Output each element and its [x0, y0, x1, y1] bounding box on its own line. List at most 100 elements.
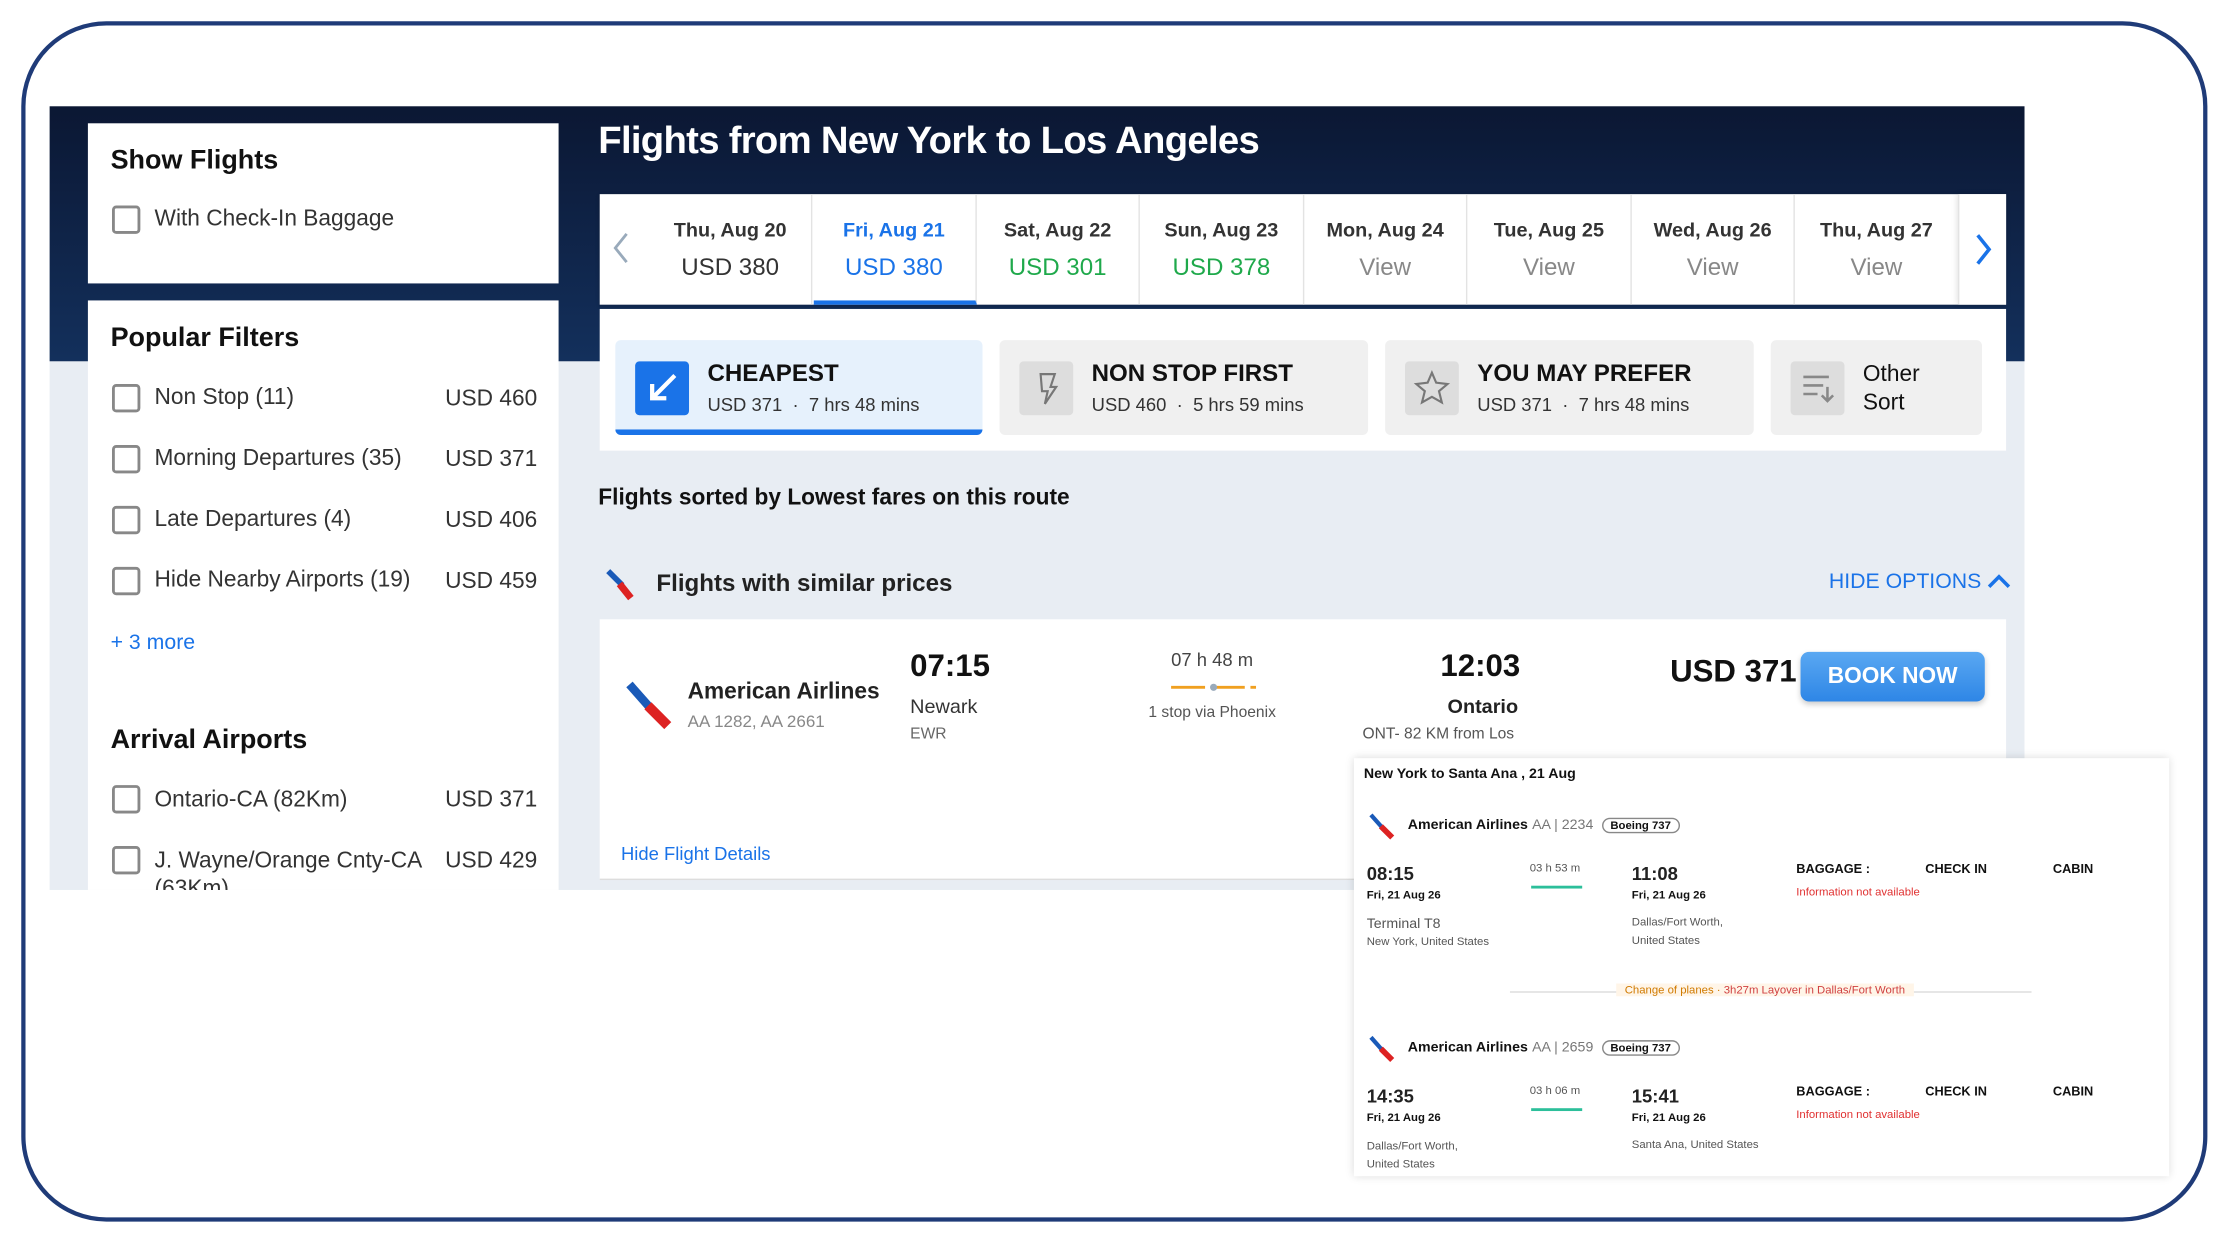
checkbox[interactable] [112, 566, 141, 596]
depart-city: Newark [910, 694, 978, 718]
sort-summary: USD 371 · 7 hrs 48 mins [707, 394, 919, 415]
sort-price: USD 460 [1091, 393, 1167, 416]
date-price: USD 380 [681, 253, 780, 281]
segment-duration: 03 h 06 m [1529, 1084, 1581, 1097]
arrive-date: Fri, 21 Aug 26 [1631, 888, 1706, 902]
baggage-note: Information not available [1796, 1108, 1920, 1121]
date-cell[interactable]: Thu, Aug 27 View [1796, 194, 1959, 305]
show-flights-card [87, 123, 559, 284]
column-header: CHECK IN [1925, 861, 1987, 876]
filter-label[interactable]: Non Stop (11) [154, 385, 295, 410]
date-day: Fri, Aug 21 [842, 218, 945, 241]
filter-label[interactable]: Morning Departures (35) [154, 446, 402, 471]
airport-label[interactable]: Ontario-CA (82Km) [154, 787, 348, 813]
date-day: Sat, Aug 22 [1003, 218, 1112, 241]
section-title: Popular Filters [110, 323, 300, 353]
date-price: USD 378 [1172, 253, 1271, 281]
arrive-note: ONT- 82 KM from Los [1362, 725, 1515, 743]
date-price: USD 301 [1008, 253, 1107, 281]
date-cell[interactable]: Mon, Aug 24 View [1304, 194, 1468, 305]
sort-tab[interactable]: CHEAPEST USD 371 · 7 hrs 48 mins [615, 340, 983, 436]
prev-arrow[interactable] [607, 227, 635, 270]
sort-duration: 7 hrs 48 mins [1578, 393, 1690, 416]
segment-airline: American Airlines [1407, 817, 1528, 834]
separator: · [1166, 393, 1194, 416]
arrive-time: 15:41 [1631, 1085, 1679, 1107]
sort-duration: 7 hrs 48 mins [808, 393, 920, 416]
filter-label[interactable]: Hide Nearby Airports (19) [154, 568, 411, 593]
date-cell[interactable]: Tue, Aug 25 View [1468, 194, 1632, 305]
baggage-note: Information not available [1796, 885, 1920, 899]
logo-glyph [1369, 1035, 1395, 1063]
filter-label[interactable]: Late Departures (4) [154, 507, 352, 532]
more-link[interactable]: + 3 more [110, 630, 196, 655]
sort-note: Flights sorted by Lowest fares on this r… [598, 486, 1070, 511]
sort-icon [1019, 361, 1074, 416]
date-day: Mon, Aug 24 [1326, 218, 1444, 241]
next-button[interactable] [1959, 194, 2007, 305]
segment-airline: American Airlines [1407, 1040, 1528, 1056]
airport-label[interactable]: J. Wayne/Orange Cnty-CA (63Km) [154, 848, 421, 890]
column-header: CHECK IN [1925, 1084, 1987, 1099]
date-day: Tue, Aug 25 [1493, 218, 1605, 241]
date-day: Wed, Aug 26 [1653, 218, 1772, 241]
flight-codes: AA 1282, AA 2661 [687, 711, 825, 732]
hide-details[interactable]: Hide Flight Details [620, 843, 771, 865]
details-popup: New York to Santa Ana , 21 Aug Change of… [1353, 758, 2170, 1177]
sort-glyph [1413, 370, 1451, 405]
layover: Change of planes · 3h27m Layover in Dall… [1616, 983, 1914, 997]
checkbox[interactable] [112, 505, 141, 535]
filter-price: USD 460 [445, 386, 538, 411]
depart-place: Terminal T8 [1366, 916, 1441, 933]
segment-duration: 03 h 53 m [1529, 861, 1581, 875]
date-cell[interactable]: Wed, Aug 26 View [1632, 194, 1795, 305]
sort-glyph [1803, 375, 1835, 403]
airline-name: American Airlines [687, 680, 880, 705]
column-header: BAGGAGE : [1796, 861, 1871, 876]
arrive-city: Ontario [1447, 694, 1519, 718]
sort-summary: USD 371 · 7 hrs 48 mins [1477, 394, 1689, 415]
depart-place: New York, United States [1366, 935, 1490, 949]
checkbox[interactable] [112, 384, 141, 413]
layover-label: Change of planes [1624, 983, 1714, 997]
frame [21, 21, 2208, 1222]
section-title: Show Flights [110, 145, 279, 176]
checkbox[interactable] [112, 785, 141, 814]
hide-options[interactable]: HIDE OPTIONS [1828, 569, 1982, 594]
sort-tab[interactable]: NON STOP FIRST USD 460 · 5 hrs 59 mins [999, 340, 1369, 436]
sort-title: Other Sort [1862, 362, 1920, 416]
date-cell[interactable]: Sat, Aug 22 USD 301 [977, 194, 1140, 305]
airline-logo [606, 569, 634, 601]
checkbox[interactable] [112, 444, 141, 474]
route-title: New York to Santa Ana , 21 Aug [1363, 766, 1576, 783]
airline-logo [626, 681, 672, 730]
checkbox[interactable] [112, 846, 141, 875]
sort-icon [1790, 361, 1845, 416]
filters-card: Popular Filters Non Stop (11) USD 460 Morni… [87, 300, 559, 890]
airline-logo [1368, 812, 1396, 847]
checkbox[interactable] [112, 205, 141, 234]
depart-place: Dallas/Fort Worth, [1366, 1139, 1458, 1153]
price: USD 371 [1670, 653, 1797, 689]
segment-header: American Airlines AA | 2659 Boeing 737 [1408, 1040, 1680, 1056]
segment-aircraft: Boeing 737 [1601, 1040, 1680, 1056]
sort-icon [1404, 361, 1459, 416]
sort-tab[interactable]: Other Sort [1770, 340, 1982, 436]
sort-tab[interactable]: YOU MAY PREFER USD 371 · 7 hrs 48 mins [1385, 340, 1754, 436]
page-title: Flights from New York to Los Angeles [598, 119, 1260, 162]
arrive-place: Santa Ana, United States [1631, 1137, 1759, 1151]
depart-place: United States [1366, 1157, 1435, 1171]
sort-title: YOU MAY PREFER [1477, 359, 1692, 387]
option-label[interactable]: With Check-In Baggage [154, 206, 395, 231]
sort-glyph [650, 374, 677, 401]
separator: · [782, 393, 809, 416]
airport-price: USD 429 [445, 848, 538, 873]
chevron-up[interactable] [1985, 570, 2013, 593]
date-cell[interactable]: Fri, Aug 21 USD 380 [813, 194, 977, 305]
book-button[interactable]: BOOK NOW [1800, 651, 1985, 702]
date-price: View [1522, 253, 1575, 281]
date-cell[interactable]: Sun, Aug 23 USD 378 [1141, 194, 1304, 305]
date-cell[interactable]: Thu, Aug 20 USD 380 [649, 194, 813, 305]
